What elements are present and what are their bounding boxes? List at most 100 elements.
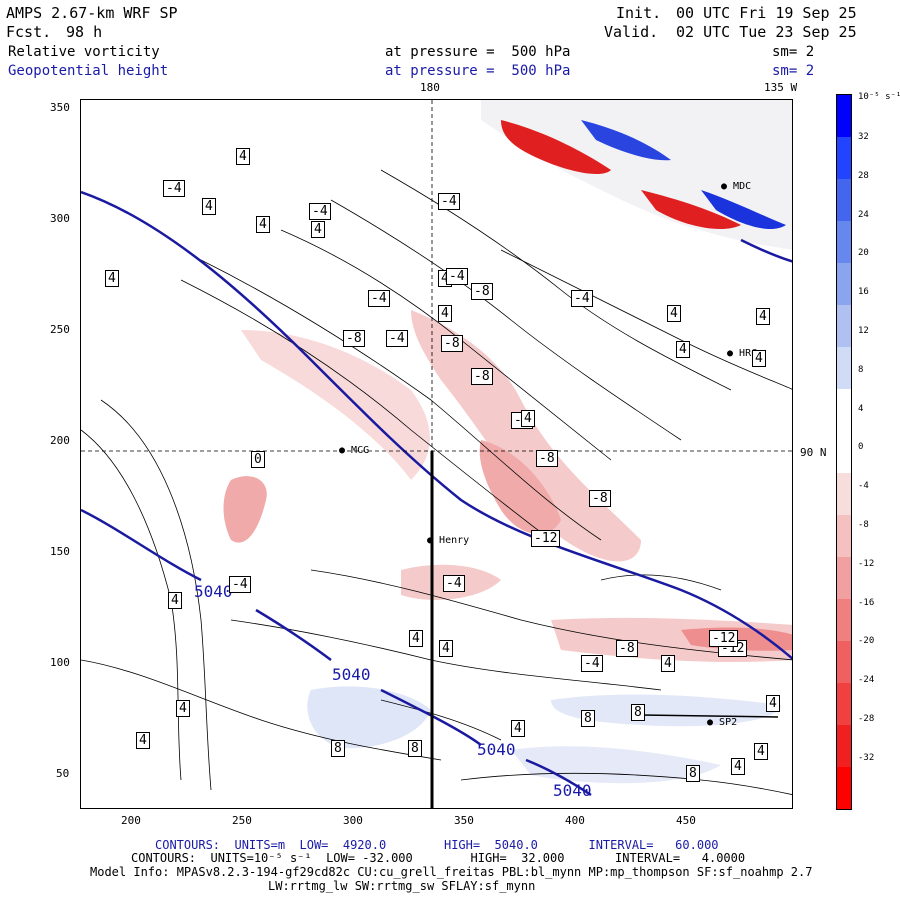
height-contour-5040: [740, 238, 792, 263]
colorbar-label: -16: [858, 597, 875, 608]
vort-label: 4: [731, 758, 745, 775]
vort-label: -8: [471, 283, 493, 300]
lon-135w-label: 135 W: [764, 81, 798, 94]
y-tick: 300: [50, 212, 70, 225]
colorbar-label: -12: [858, 558, 875, 569]
field1-name: Relative vorticity: [8, 44, 160, 60]
vort-label: -8: [536, 450, 558, 467]
height-label: 5040: [194, 582, 233, 601]
field2-level: at pressure = 500 hPa: [385, 63, 571, 79]
vort-label: -4: [571, 290, 593, 307]
field2-name: Geopotential height: [8, 63, 169, 79]
colorbar-label: -20: [858, 636, 875, 647]
colorbar-segment: [837, 557, 851, 599]
vort-contour: [380, 699, 502, 741]
height-contour-5040: [81, 190, 792, 660]
height-label: 5040: [477, 740, 516, 759]
y-tick: 100: [50, 656, 70, 669]
vort-label: -8: [441, 335, 463, 352]
colorbar-label: 4: [858, 403, 864, 414]
vort-positive-shade: [307, 686, 431, 749]
vort-negative-shade: [479, 440, 561, 534]
footer-model-info: Model Info: MPASv8.2.3-194-gf29cd82c CU:…: [90, 865, 813, 879]
vort-label: -4: [581, 655, 603, 672]
x-tick: 400: [565, 814, 585, 827]
convective-core: [701, 190, 786, 230]
model-title: AMPS 2.67-km WRF SP: [6, 4, 178, 22]
station-sp2: ● SP2: [707, 717, 738, 728]
colorbar-segment: [837, 767, 851, 809]
vort-label: 4: [105, 270, 119, 287]
vort-label: 8: [631, 704, 645, 721]
station-hrc: ● HRC: [727, 348, 758, 359]
colorbar-label: 28: [858, 170, 869, 181]
vort-label: 4: [766, 695, 780, 712]
station-mcg: ● MCG: [339, 445, 370, 456]
colorbar-segment: [837, 515, 851, 557]
vort-label: 8: [686, 765, 700, 782]
height-contour-5040: [81, 508, 202, 582]
cross-section-line: [640, 714, 779, 718]
vort-label: 4: [439, 640, 453, 657]
colorbar-label: -4: [858, 481, 869, 492]
lon-180-label: 180: [420, 81, 440, 94]
vort-label: 4: [511, 720, 525, 737]
colorbar-label: -28: [858, 714, 875, 724]
height-contour-5040: [255, 608, 332, 662]
vort-contour: [460, 772, 792, 795]
x-tick: 350: [454, 814, 474, 827]
vort-label: -8: [616, 640, 638, 657]
vort-label: 4: [438, 305, 452, 322]
vort-label: -12: [531, 530, 561, 547]
colorbar-segment: [837, 473, 851, 515]
vort-positive-shade: [511, 746, 721, 784]
vort-label: 4: [676, 341, 690, 358]
colorbar-label: 0: [858, 442, 864, 453]
colorbar-label: 32: [858, 132, 869, 142]
vort-label: -4: [368, 290, 390, 307]
vort-label: 4: [168, 592, 182, 609]
vort-negative-shade: [411, 310, 641, 562]
init-label: Init.: [616, 4, 662, 22]
x-tick: 300: [343, 814, 363, 827]
colorbar-segment: [837, 137, 851, 179]
footer-height-contours: CONTOURS: UNITS=m LOW= 4920.0 HIGH= 5040…: [155, 838, 719, 852]
colorbar-label: -32: [858, 752, 875, 763]
vort-negative-shade: [223, 476, 267, 543]
height-contour-5040: [380, 688, 482, 747]
vort-label: 4: [136, 732, 150, 749]
colorbar-segment: [837, 599, 851, 641]
vort-contour: [500, 249, 792, 390]
vort-contour: [100, 399, 212, 791]
vort-contour: [330, 199, 682, 441]
vort-label: -4: [446, 268, 468, 285]
station-henry: ● Henry: [427, 535, 470, 546]
colorbar-segment: [837, 179, 851, 221]
colorbar-segment: [837, 221, 851, 263]
vort-label: 8: [331, 740, 345, 757]
vort-label: 4: [202, 198, 216, 215]
colorbar-label: 20: [858, 248, 869, 259]
colorbar-segment: [837, 95, 851, 137]
vort-label: -4: [386, 330, 408, 347]
vort-label: 4: [756, 308, 770, 325]
vort-contour: [200, 259, 602, 541]
vort-label: 4: [754, 743, 768, 760]
vort-label: 0: [251, 451, 265, 468]
colorbar-label: 16: [858, 287, 869, 298]
footer-vort-contours: CONTOURS: UNITS=10⁻⁵ s⁻¹ LOW= -32.000 HI…: [131, 851, 746, 865]
vort-label: -4: [163, 180, 185, 197]
vort-label: 4: [752, 350, 766, 367]
vort-label: 8: [581, 710, 595, 727]
colorbar-segment: [837, 683, 851, 725]
vort-label: -8: [589, 490, 611, 507]
station-mdc: ● MDC: [721, 181, 752, 192]
vort-label: 4: [236, 148, 250, 165]
convective-core: [641, 190, 741, 230]
vort-label: 4: [256, 216, 270, 233]
height-contour-5040: [525, 758, 592, 797]
colorbar-label: -8: [858, 520, 869, 530]
x-tick: 200: [121, 814, 141, 827]
colorbar-label: -24: [858, 675, 875, 686]
colorbar-units: 10⁻⁵ s⁻¹: [858, 92, 900, 102]
